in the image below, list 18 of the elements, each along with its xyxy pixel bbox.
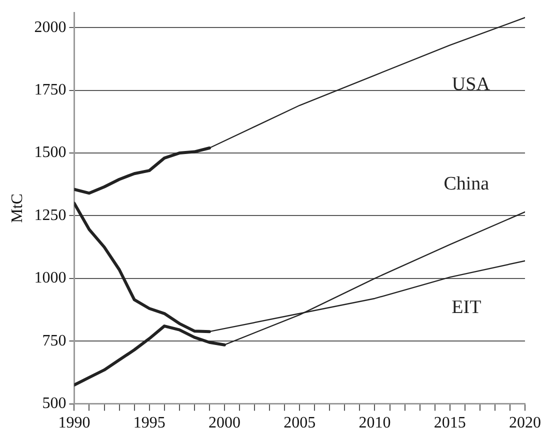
- annotation: USA: [452, 74, 490, 95]
- y-axis-title: MtC: [8, 194, 26, 223]
- x-tick-label: 2020: [509, 414, 541, 432]
- annotation: EIT: [452, 296, 482, 318]
- y-tick-label: 1250: [34, 206, 66, 224]
- annotation: China: [444, 174, 490, 195]
- y-tick-label: 750: [42, 332, 66, 350]
- y-tick-label: 1500: [34, 144, 66, 162]
- y-tick-label: 1000: [34, 270, 66, 287]
- y-tick-label: 1750: [34, 82, 66, 99]
- x-tick-label: 1995: [133, 414, 166, 432]
- x-tick-label: 2000: [208, 414, 240, 432]
- y-tick-label: 500: [42, 395, 66, 412]
- x-tick-label: 2015: [434, 414, 466, 432]
- y-tick-label: 2000: [34, 18, 66, 36]
- x-tick-label: 2010: [358, 414, 391, 432]
- x-tick-label: 1990: [58, 414, 90, 432]
- x-tick-label: 2005: [284, 414, 316, 432]
